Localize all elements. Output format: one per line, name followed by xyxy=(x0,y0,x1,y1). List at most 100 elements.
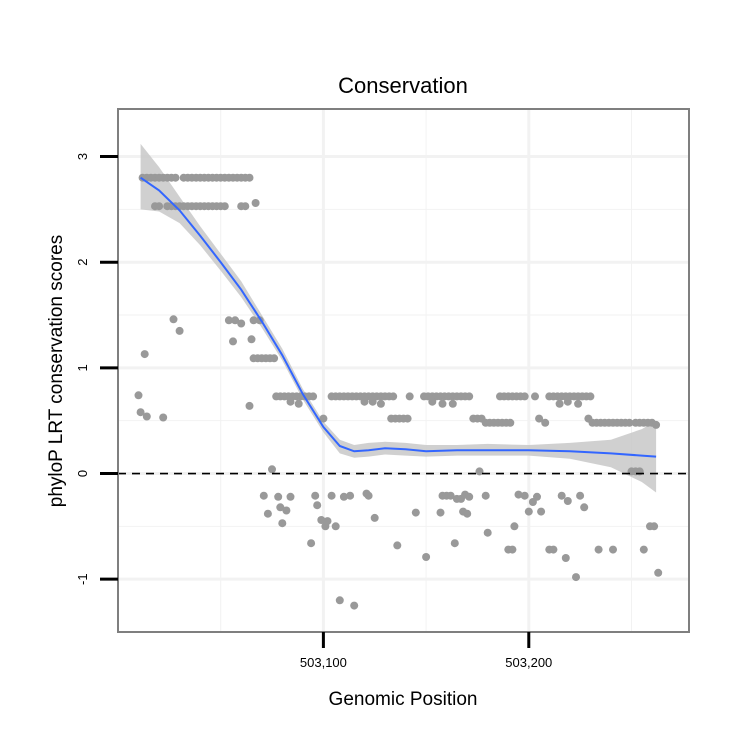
data-point xyxy=(574,399,583,408)
data-point xyxy=(268,465,276,474)
data-point xyxy=(465,492,474,501)
data-point xyxy=(654,568,663,577)
data-point xyxy=(533,492,541,501)
confidence-band xyxy=(140,143,657,493)
data-point xyxy=(224,316,233,325)
data-point xyxy=(459,507,468,516)
data-point xyxy=(510,522,519,531)
chart-title: Conservation xyxy=(338,73,468,98)
data-point xyxy=(350,601,359,610)
data-point xyxy=(563,397,572,406)
x-axis-title: Genomic Position xyxy=(329,689,478,710)
data-point xyxy=(531,392,539,401)
data-point xyxy=(282,506,291,515)
data-point xyxy=(639,545,648,554)
data-point xyxy=(580,503,589,512)
data-point xyxy=(483,528,492,537)
data-point xyxy=(241,202,250,211)
data-point xyxy=(339,492,348,501)
data-point xyxy=(229,337,237,346)
data-point xyxy=(270,354,279,363)
data-point xyxy=(393,541,402,550)
data-point xyxy=(520,491,529,500)
y-axis-title: phyloP LRT conservation scores xyxy=(46,235,67,508)
data-point xyxy=(411,508,420,517)
data-point xyxy=(331,522,340,531)
data-point xyxy=(535,414,544,423)
data-point xyxy=(309,392,318,401)
grid-lines xyxy=(118,109,689,632)
data-point xyxy=(286,397,295,406)
data-point xyxy=(278,519,287,528)
data-point xyxy=(572,573,580,582)
data-point xyxy=(520,392,529,401)
data-point xyxy=(220,202,229,211)
data-point xyxy=(422,553,431,561)
y-tick-label: 3 xyxy=(75,153,90,160)
data-point xyxy=(609,545,617,554)
data-point xyxy=(514,490,523,499)
data-point xyxy=(346,491,355,500)
data-point xyxy=(245,173,254,182)
data-point xyxy=(251,199,260,207)
data-point xyxy=(625,418,634,427)
data-point xyxy=(231,316,240,325)
data-point xyxy=(169,315,178,324)
data-point xyxy=(652,420,661,429)
data-point xyxy=(142,412,151,421)
data-point xyxy=(370,513,379,522)
x-axis: 503,100 503,200 xyxy=(300,632,552,670)
data-point xyxy=(428,397,437,406)
data-point xyxy=(446,491,455,500)
data-point xyxy=(506,418,515,427)
data-point xyxy=(313,501,322,510)
data-point xyxy=(335,596,344,605)
data-point xyxy=(465,392,474,401)
data-point xyxy=(594,545,603,554)
data-point xyxy=(524,507,533,516)
data-point xyxy=(541,418,550,427)
data-point xyxy=(436,508,445,517)
data-point xyxy=(557,491,566,500)
data-point xyxy=(481,491,490,500)
data-point xyxy=(448,399,457,408)
data-point xyxy=(555,399,564,408)
data-point xyxy=(405,392,414,401)
data-point xyxy=(317,516,326,524)
data-point xyxy=(561,554,570,562)
data-point xyxy=(155,202,164,211)
data-point xyxy=(171,173,180,182)
data-point xyxy=(307,539,316,548)
smooth-line xyxy=(140,176,657,458)
panel-frame xyxy=(117,108,690,633)
data-point xyxy=(245,401,254,410)
y-tick-label: 0 xyxy=(75,470,90,477)
data-point xyxy=(403,414,412,423)
data-point xyxy=(389,392,398,401)
data-point xyxy=(368,397,377,406)
y-tick-label: 1 xyxy=(75,364,90,371)
y-tick-label: -1 xyxy=(75,573,90,585)
data-point xyxy=(364,491,373,500)
data-point xyxy=(586,392,595,401)
data-point xyxy=(327,491,336,500)
data-point xyxy=(319,414,328,423)
data-point xyxy=(263,509,272,518)
data-point xyxy=(323,517,332,526)
data-point xyxy=(134,391,143,400)
data-point xyxy=(537,507,546,516)
x-tick-label: 503,100 xyxy=(300,655,347,670)
data-point xyxy=(294,399,303,408)
panel-background xyxy=(118,109,689,632)
y-tick-label: 2 xyxy=(75,259,90,266)
data-point xyxy=(136,408,145,417)
data-point xyxy=(140,350,149,359)
x-tick-label: 503,200 xyxy=(505,655,552,670)
data-point xyxy=(576,491,585,500)
data-point xyxy=(237,319,246,328)
data-point xyxy=(249,316,258,325)
data-point xyxy=(175,326,184,335)
data-point xyxy=(475,467,484,476)
data-point xyxy=(286,492,295,501)
